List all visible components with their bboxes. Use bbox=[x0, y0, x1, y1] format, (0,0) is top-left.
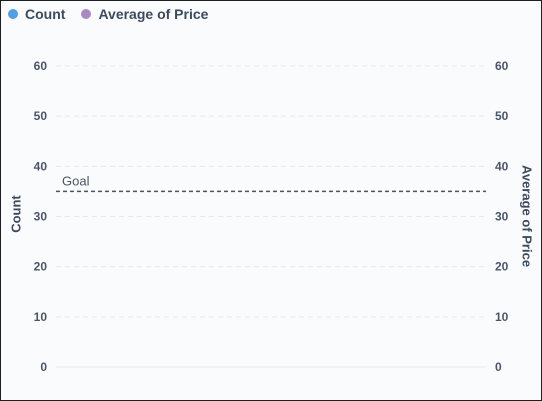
y-tick-left-label: 40 bbox=[34, 159, 48, 173]
legend-item-average-of-price[interactable]: Average of Price bbox=[81, 6, 208, 22]
y-tick-left-label: 10 bbox=[34, 310, 48, 324]
y-tick-right-label: 50 bbox=[495, 109, 509, 123]
legend-label-count: Count bbox=[25, 6, 66, 22]
y-tick-left-label: 30 bbox=[34, 210, 48, 224]
y-tick-left-label: 0 bbox=[40, 360, 47, 374]
y-tick-right-label: 40 bbox=[495, 159, 509, 173]
y-tick-left-label: 20 bbox=[34, 260, 48, 274]
y-tick-right-label: 60 bbox=[495, 59, 509, 73]
y-tick-left-label: 50 bbox=[34, 109, 48, 123]
legend-item-count[interactable]: Count bbox=[8, 6, 65, 22]
y-tick-right-label: 20 bbox=[495, 260, 509, 274]
goal-label: Goal bbox=[62, 173, 90, 188]
y-tick-right-label: 0 bbox=[495, 360, 502, 374]
legend-dot-average-of-price bbox=[81, 9, 92, 19]
legend: Count Average of Price bbox=[8, 6, 208, 22]
y-tick-right-label: 30 bbox=[495, 210, 509, 224]
y-ticks-right: 0 10 20 30 40 50 60 bbox=[495, 59, 509, 374]
gridlines bbox=[56, 65, 486, 368]
legend-dot-count bbox=[8, 9, 18, 19]
legend-label-average-of-price: Average of Price bbox=[98, 6, 209, 22]
y-tick-right-label: 10 bbox=[495, 310, 509, 324]
y-tick-left-label: 60 bbox=[34, 59, 48, 73]
y-ticks-left: 0 10 20 30 40 50 60 bbox=[34, 59, 48, 374]
goal-line-group: Goal bbox=[56, 173, 486, 193]
